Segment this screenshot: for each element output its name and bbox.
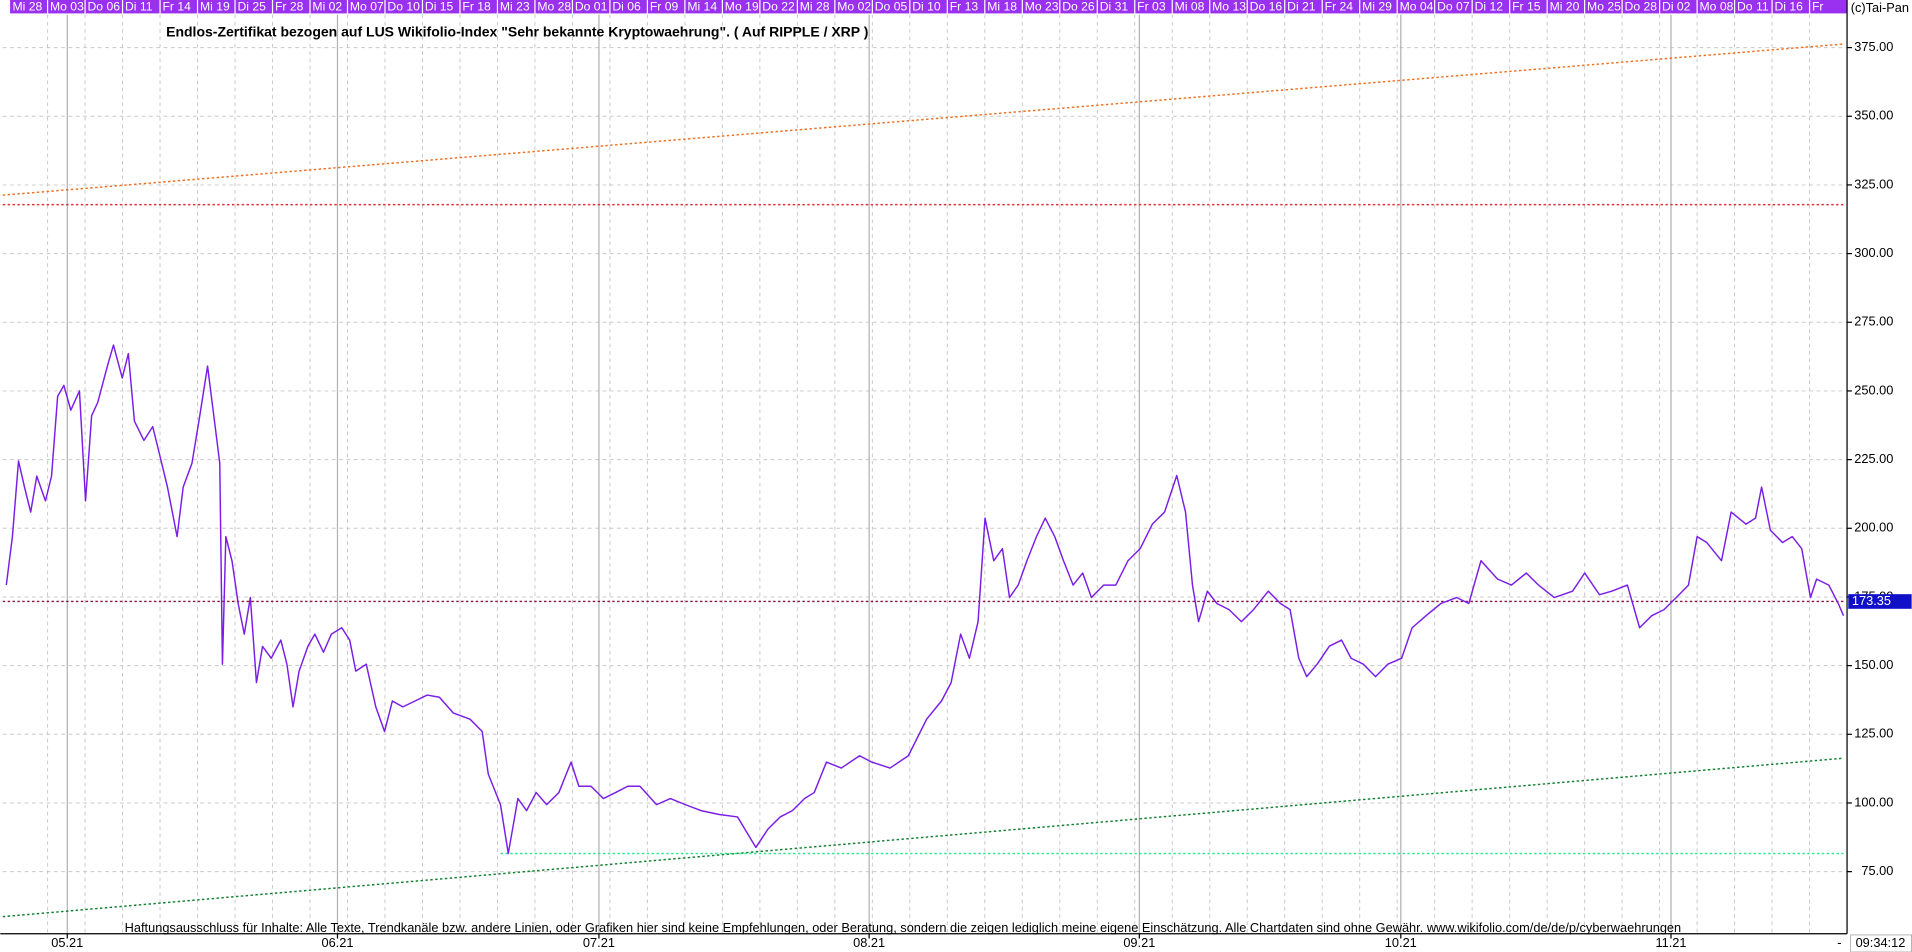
top-date: Do 06: [88, 0, 121, 14]
y-tick-label: 250.00: [1854, 382, 1893, 397]
trend-line: [2, 757, 1844, 918]
top-date: Mi 08: [1175, 0, 1205, 14]
top-date: Di 10: [912, 0, 941, 14]
price-label-box: [1848, 594, 1912, 609]
top-date: Mo 02: [837, 0, 871, 14]
top-date: Fr 15: [1512, 0, 1541, 14]
top-date: Fr 28: [275, 0, 304, 14]
x-tick-label: 07.21: [583, 935, 615, 950]
top-date: Mi 14: [687, 0, 717, 14]
x-tick-label: 05.21: [51, 935, 83, 950]
top-date: Di 25: [237, 0, 266, 14]
y-tick-label: 200.00: [1854, 520, 1893, 535]
x-tick-label: 11.21: [1655, 935, 1686, 950]
grid: [2, 14, 1848, 934]
top-date: Do 28: [1625, 0, 1658, 14]
top-date: Fr: [1812, 0, 1824, 14]
top-date: Di 15: [425, 0, 454, 14]
chart-title: Endlos-Zertifikat bezogen auf LUS Wikifo…: [166, 24, 868, 40]
top-date: Do 16: [1250, 0, 1283, 14]
top-date: Mo 04: [1400, 0, 1434, 14]
top-date: Mo 08: [1700, 0, 1734, 14]
top-date: Do 07: [1437, 0, 1470, 14]
top-date: Do 11: [1737, 0, 1769, 14]
top-date: Do 10: [387, 0, 420, 14]
top-date: Fr 18: [462, 0, 491, 14]
top-date: Di 21: [1287, 0, 1316, 14]
top-date: Mi 19: [200, 0, 230, 14]
x-tick-label: 06.21: [321, 935, 353, 950]
top-date: Di 31: [1100, 0, 1129, 14]
top-date: Mo 19: [725, 0, 759, 14]
y-tick-label: 275.00: [1854, 314, 1893, 329]
top-date: Di 16: [1775, 0, 1804, 14]
top-date: Fr 13: [950, 0, 979, 14]
top-date: Fr 09: [650, 0, 679, 14]
y-tick-label: 100.00: [1854, 794, 1893, 809]
top-date: Di 11: [125, 0, 153, 14]
x-tick-label: 10.21: [1385, 935, 1417, 950]
price-line: [5, 344, 1845, 855]
price-label: 173.35: [1852, 593, 1891, 608]
y-tick-label: 75.00: [1861, 863, 1893, 878]
top-date: Mi 28: [13, 0, 43, 14]
top-date: Di 02: [1662, 0, 1691, 14]
top-date: Mo 13: [1212, 0, 1246, 14]
top-date: Do 05: [875, 0, 908, 14]
top-date: Mo 23: [1025, 0, 1059, 14]
x-tick-label: 09.21: [1123, 935, 1155, 950]
top-date: Di 12: [1475, 0, 1504, 14]
plot: [2, 43, 1845, 918]
top-date: Mi 29: [1362, 0, 1392, 14]
y-tick-label: 375.00: [1854, 39, 1893, 54]
top-date: Mi 23: [500, 0, 530, 14]
top-date: Mi 02: [312, 0, 342, 14]
time: 09:34:12: [1856, 935, 1906, 950]
y-tick-label: 325.00: [1854, 176, 1893, 191]
x-tick-label: 08.21: [853, 935, 885, 950]
top-date: Mo 25: [1587, 0, 1621, 14]
top-date: Mo 28: [537, 0, 571, 14]
trend-line: [2, 43, 1844, 196]
y-tick-label: 300.00: [1854, 245, 1893, 260]
top-date: Mo 07: [350, 0, 384, 14]
y-tick-label: 350.00: [1854, 108, 1893, 123]
y-tick-label: 125.00: [1854, 726, 1893, 741]
top-date: Di 06: [612, 0, 641, 14]
top-date: Mi 20: [1550, 0, 1580, 14]
top-date: Mi 28: [800, 0, 830, 14]
top-bar: [10, 0, 1848, 14]
top-date: Do 22: [762, 0, 795, 14]
top-date: Fr 24: [1325, 0, 1354, 14]
top-date: Fr 14: [162, 0, 191, 14]
top-date: Do 26: [1062, 0, 1095, 14]
y-tick-label: 150.00: [1854, 657, 1893, 672]
corner-mark: -: [1837, 935, 1841, 950]
footnote: Haftungsausschluss für Inhalte: Alle Tex…: [125, 920, 1681, 935]
top-date: Fr 03: [1137, 0, 1166, 14]
top-date: Do 01: [575, 0, 608, 14]
top-date: Mo 03: [50, 0, 84, 14]
credit: (c)Tai-Pan: [1851, 0, 1909, 15]
top-date: Mi 18: [987, 0, 1017, 14]
y-tick-label: 225.00: [1854, 451, 1893, 466]
